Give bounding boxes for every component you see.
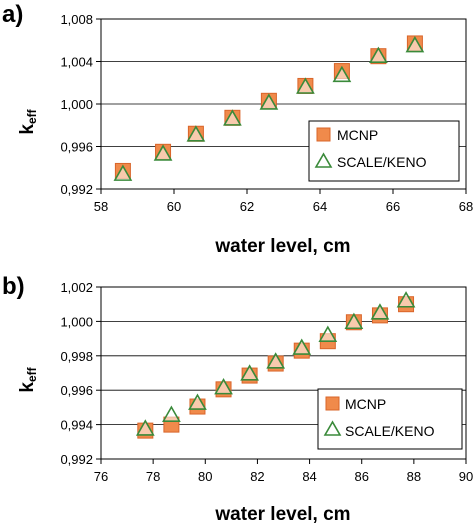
panel-b-scale-keno-point xyxy=(214,378,233,395)
panel-a-xtick-label: 62 xyxy=(240,199,254,214)
panel-a-legend-box xyxy=(308,120,460,182)
panel-a-ytick-label: 1,004 xyxy=(60,55,93,70)
panel-a-plot: 0,992 0,996 1,000 1,004 1,008 58 60 62 64 66 68 xyxy=(60,12,473,214)
panel-a-ytick-label: 1,000 xyxy=(60,97,93,112)
panel-b-scale-keno-point xyxy=(344,312,364,330)
panel-b-label: b) xyxy=(2,273,25,300)
panel-b-legend-keno-marker xyxy=(323,420,342,436)
panel-a-xtick-label: 60 xyxy=(167,199,181,214)
panel-a-scale-keno-point xyxy=(259,93,279,110)
panel-b-xtick-label: 86 xyxy=(354,469,368,484)
panel-b-ytick-label: 1,002 xyxy=(60,280,93,295)
panel-b-xtick-label: 84 xyxy=(302,469,316,484)
panel-a-legend-mcnp-label: MCNP xyxy=(337,127,378,143)
panel-a-legend-keno-label: SCALE/KENO xyxy=(337,154,427,170)
panel-a-legend-mcnp-marker xyxy=(316,127,331,142)
panel-b-ytick-label: 0,996 xyxy=(60,383,93,398)
panel-b-scale-keno-point xyxy=(396,291,416,308)
panel-a-xtick-label: 64 xyxy=(313,199,327,214)
panel-b-scale-keno-point xyxy=(370,303,390,320)
panel-a-scale-keno-point xyxy=(369,46,388,63)
panel-b-plot-frame xyxy=(100,286,467,460)
panel-a-ylabel-sub: eff xyxy=(25,108,39,124)
panel-a: a) keff water level, cm 0,992 0,996 1,000 1… xyxy=(2,1,473,257)
panel-b-legend-box xyxy=(317,388,463,450)
panel-b-xtick-label: 80 xyxy=(198,469,212,484)
panel-a-xtick-label: 58 xyxy=(94,199,108,214)
panel-b-ytick-label: 0,992 xyxy=(60,452,93,467)
panel-b-scale-keno-point xyxy=(318,325,338,342)
panel-a-xtick-label: 66 xyxy=(386,199,400,214)
panel-a-scale-keno-point xyxy=(296,77,315,94)
panel-b-xtick-label: 88 xyxy=(407,469,421,484)
panel-a-scale-keno-point xyxy=(186,125,206,142)
panel-b-legend-mcnp-label: MCNP xyxy=(345,396,386,412)
panel-a-xtick-label: 68 xyxy=(459,199,473,214)
panel-b-xtick-label: 82 xyxy=(250,469,264,484)
panel-a-plot-frame xyxy=(100,18,467,190)
panel-b-scale-keno-point xyxy=(188,393,207,410)
panel-a-legend-keno-marker xyxy=(314,152,333,168)
panel-b-ylabel-sub: eff xyxy=(25,366,39,382)
panel-b-ylabel-main: k xyxy=(17,382,38,393)
panel-b-ytick-label: 0,998 xyxy=(60,349,93,364)
panel-b-scale-keno-point xyxy=(292,338,312,355)
panel-a-xlabel: water level, cm xyxy=(214,236,350,257)
panel-a-scale-keno-point xyxy=(153,144,173,161)
panel-b-xlabel: water level, cm xyxy=(214,504,350,525)
panel-b-xtick-label: 90 xyxy=(459,469,473,484)
panel-b-scale-keno-point xyxy=(266,352,286,369)
panel-a-scale-keno-point xyxy=(332,65,352,83)
panel-b-legend: MCNP SCALE/KENO xyxy=(317,388,463,450)
panel-a-ylabel-main: k xyxy=(17,124,38,135)
panel-b-xtick-label: 78 xyxy=(146,469,160,484)
panel-b-scale-keno-point xyxy=(240,364,259,381)
panel-b-scale-keno-point xyxy=(162,405,181,422)
panel-b-xtick-label: 76 xyxy=(94,469,108,484)
panel-b-legend-mcnp-marker xyxy=(325,396,340,411)
panel-a-ytick-label: 1,008 xyxy=(60,12,93,27)
panel-b-legend-keno-label: SCALE/KENO xyxy=(345,423,435,439)
panel-a-label: a) xyxy=(2,1,23,28)
panel-a-scale-keno-point xyxy=(223,109,242,126)
panel-b-plot: 0,992 0,994 0,996 0,998 1,000 1,002 76 78 80 82 84… xyxy=(60,280,473,484)
panel-b-scale-keno-point xyxy=(135,419,155,436)
panel-a-legend: MCNP SCALE/KENO xyxy=(308,120,460,182)
panel-a-ytick-label: 0,996 xyxy=(60,140,93,155)
panel-b-ytick-label: 0,994 xyxy=(60,418,93,433)
panel-a-scale-keno-point xyxy=(405,35,425,53)
panel-b: b) keff water level, cm 0,9920,9940,9960… xyxy=(2,273,473,525)
panel-b-ytick-label: 1,000 xyxy=(60,314,93,329)
panel-b-ylabel: keff xyxy=(17,366,39,392)
panel-a-scale-keno-point xyxy=(113,164,133,181)
panel-a-ylabel: keff xyxy=(17,108,39,134)
panel-a-ytick-label: 0,992 xyxy=(60,182,93,197)
